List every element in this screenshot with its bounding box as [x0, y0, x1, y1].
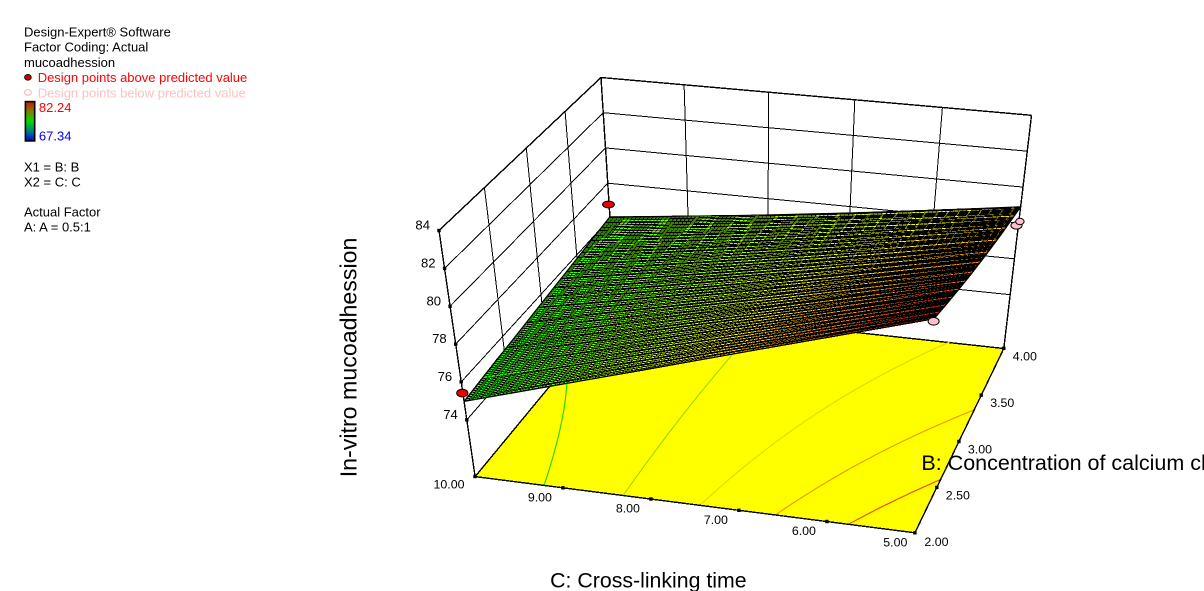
svg-text:2.00: 2.00 — [924, 535, 948, 549]
svg-text:10.00: 10.00 — [433, 478, 464, 492]
svg-text:4.00: 4.00 — [1013, 349, 1037, 363]
svg-text:6.00: 6.00 — [792, 524, 816, 538]
svg-text:9.00: 9.00 — [528, 490, 552, 504]
svg-text:8.00: 8.00 — [616, 502, 640, 516]
svg-text:74: 74 — [443, 407, 458, 422]
svg-text:B: Concentration of calcium ch: B: Concentration of calcium chloride — [921, 451, 1204, 475]
svg-text:67.34: 67.34 — [39, 129, 72, 144]
svg-text:Actual Factor: Actual Factor — [24, 204, 101, 219]
svg-text:Design points above predicted: Design points above predicted value — [38, 70, 248, 85]
svg-text:Design points below predicted: Design points below predicted value — [38, 85, 246, 100]
svg-text:84: 84 — [415, 218, 430, 233]
svg-text:3.50: 3.50 — [990, 396, 1014, 410]
svg-text:78: 78 — [432, 331, 447, 346]
svg-text:76: 76 — [438, 369, 453, 384]
svg-text:82.24: 82.24 — [39, 100, 72, 115]
svg-text:2.50: 2.50 — [946, 488, 970, 502]
svg-text:A: A = 0.5:1: A: A = 0.5:1 — [24, 220, 91, 235]
svg-text:Design-Expert® Software: Design-Expert® Software — [24, 24, 171, 39]
svg-text:C: Cross-linking time: C: Cross-linking time — [550, 569, 746, 591]
svg-text:mucoadhession: mucoadhession — [24, 55, 115, 70]
svg-text:In-vitro mucoadhession: In-vitro mucoadhession — [336, 238, 362, 478]
svg-text:X2 = C: C: X2 = C: C — [24, 175, 81, 190]
svg-text:3.00: 3.00 — [968, 443, 992, 457]
svg-text:5.00: 5.00 — [883, 535, 907, 549]
svg-text:X1 = B: B: X1 = B: B — [24, 159, 79, 174]
svg-text:80: 80 — [427, 293, 442, 308]
svg-text:Factor Coding: Actual: Factor Coding: Actual — [24, 40, 148, 55]
svg-text:7.00: 7.00 — [704, 513, 728, 527]
svg-text:82: 82 — [421, 256, 436, 271]
